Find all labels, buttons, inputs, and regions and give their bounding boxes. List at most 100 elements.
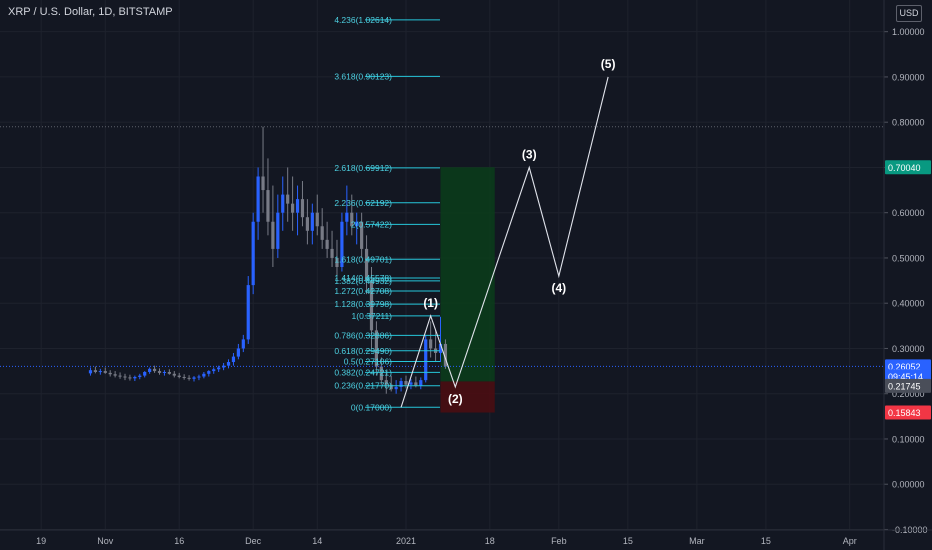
- candle-body: [207, 371, 211, 374]
- candle-body: [128, 377, 132, 379]
- candle-body: [384, 380, 388, 385]
- x-tick-label: Dec: [245, 536, 262, 546]
- fib-level-label: 4.236(1.02614): [334, 15, 392, 25]
- candle-body: [217, 367, 221, 370]
- price-tag-label: 0.70040: [888, 163, 921, 173]
- wave-label: (4): [551, 281, 566, 295]
- candle-body: [251, 221, 255, 286]
- candle-body: [315, 212, 319, 227]
- x-tick-label: 15: [623, 536, 633, 546]
- candle-body: [271, 221, 275, 249]
- fib-level-label: 2(0.57422): [351, 219, 392, 229]
- candle-body: [300, 199, 305, 218]
- elliott-wave-path: [400, 76, 609, 408]
- fib-level-label: 1.382(0.44932): [334, 276, 392, 286]
- profit-zone: [440, 167, 495, 382]
- candle-body: [197, 376, 201, 378]
- candle-body: [429, 339, 433, 349]
- candle-body: [192, 377, 196, 379]
- candle-body: [157, 371, 162, 373]
- price-tag-label: 0.15843: [888, 408, 921, 418]
- candle-body: [330, 248, 334, 258]
- currency-label[interactable]: USD: [896, 5, 922, 22]
- candle-body: [281, 194, 285, 213]
- fib-level-label: 2.618(0.69912): [334, 163, 392, 173]
- candle-body: [123, 376, 127, 378]
- candle-body: [335, 257, 339, 267]
- fib-level-label: 0.236(0.21770): [334, 381, 392, 391]
- candle-body: [340, 221, 344, 267]
- candle-body: [291, 203, 295, 213]
- x-tick-label: 18: [485, 536, 495, 546]
- candle-body: [389, 384, 393, 390]
- candle-body: [202, 373, 206, 377]
- y-tick-label: 0.60000: [892, 208, 925, 218]
- fib-level-label: 0(0.17000): [351, 402, 392, 412]
- candle-body: [167, 371, 171, 374]
- x-tick-label: Mar: [689, 536, 705, 546]
- candle-body: [350, 212, 354, 227]
- y-tick-label: 0.50000: [892, 253, 925, 263]
- fib-level-label: 0.382(0.24721): [334, 367, 392, 377]
- fib-level-label: 1.128(0.39798): [334, 299, 392, 309]
- candle-body: [226, 362, 231, 366]
- fib-level-label: 1.414(0.45578): [334, 273, 392, 283]
- candle-body: [108, 372, 112, 375]
- candle-body: [394, 386, 398, 390]
- x-tick-label: 19: [36, 536, 46, 546]
- price-tag: [885, 160, 931, 175]
- price-tag-label: 09:45:14: [888, 372, 923, 382]
- price-tag-label: 0.21745: [888, 381, 921, 391]
- y-tick-label: 0.20000: [892, 389, 925, 399]
- candle-body: [236, 348, 240, 357]
- fib-level-label: 1(0.37211): [352, 311, 393, 321]
- candle-body: [246, 285, 250, 340]
- price-tag: [885, 405, 931, 420]
- wave-label: (1): [423, 296, 438, 310]
- candle-body: [424, 339, 428, 381]
- fib-level-label: 0.618(0.29490): [334, 346, 392, 356]
- y-tick-label: 0.40000: [892, 299, 925, 309]
- candle-body: [88, 370, 93, 374]
- candle-body: [93, 370, 98, 372]
- candle-body: [98, 371, 102, 373]
- candle-body: [152, 368, 157, 372]
- wave-label: (3): [522, 147, 537, 161]
- candle-body: [414, 382, 418, 386]
- x-tick-label: Apr: [843, 536, 857, 546]
- candle-body: [256, 176, 260, 222]
- loss-zone: [440, 381, 495, 413]
- candle-body: [374, 330, 379, 367]
- candle-body: [286, 194, 290, 204]
- candle-body: [138, 375, 142, 377]
- chart-title: XRP / U.S. Dollar, 1D, BITSTAMP: [8, 6, 173, 18]
- candle-body: [148, 368, 152, 372]
- x-tick-label: 15: [761, 536, 771, 546]
- candle-body: [419, 380, 423, 386]
- candle-body: [177, 375, 181, 377]
- candle-body: [355, 221, 359, 227]
- fib-level-label: 0.5(0.27106): [344, 357, 392, 367]
- candle-body: [276, 212, 280, 249]
- candle-body: [118, 375, 122, 377]
- x-tick-label: 16: [174, 536, 184, 546]
- candle-body: [360, 221, 364, 249]
- candle-body: [187, 377, 191, 379]
- x-tick-label: Nov: [97, 536, 114, 546]
- candle-body: [399, 381, 403, 387]
- candle-body: [182, 376, 186, 378]
- candle-body: [438, 343, 443, 353]
- candle-body: [221, 365, 226, 368]
- candle-body: [172, 373, 176, 376]
- y-tick-label: 0.80000: [892, 118, 925, 128]
- y-tick-label: 0.30000: [892, 344, 925, 354]
- candle-body: [369, 280, 374, 331]
- candle-body: [295, 199, 300, 213]
- candle-body: [364, 248, 369, 281]
- candle-body: [310, 212, 314, 231]
- candle-body: [379, 366, 383, 381]
- price-tag: [885, 378, 931, 393]
- candle-body: [241, 339, 245, 349]
- candle-body: [404, 381, 408, 385]
